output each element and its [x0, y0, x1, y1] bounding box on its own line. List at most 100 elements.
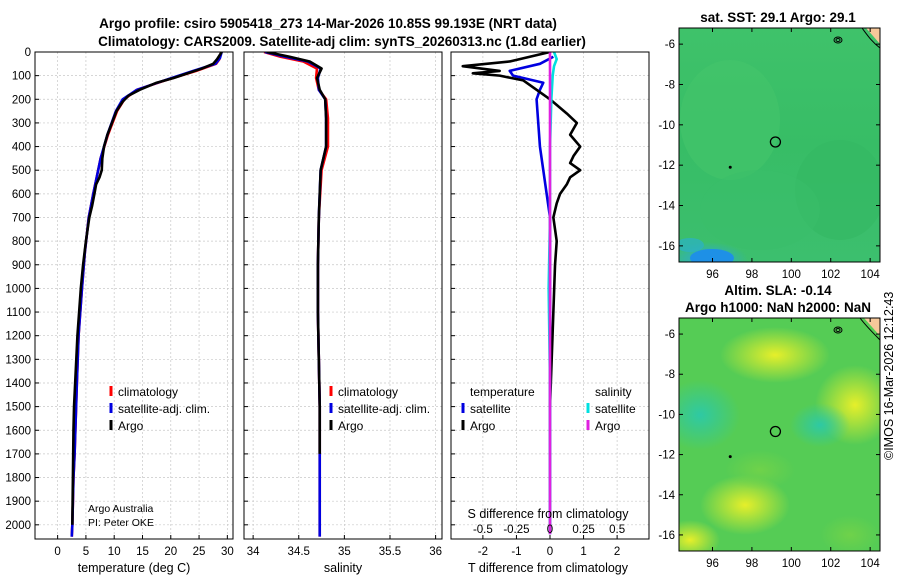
x-tick-label-30: 30: [221, 546, 234, 558]
x-tick-label-15: 15: [136, 546, 149, 558]
salinity-panel: 34 34.5 35 35.5 36 salinity climatology sate…: [243, 51, 443, 575]
s-tick-label-0: 0: [547, 524, 553, 536]
series-argo: [266, 52, 328, 454]
legend-salinity-title: salinity: [595, 385, 632, 399]
x-tick-label-35-5: 35.5: [379, 546, 401, 558]
map-y-tick-label-6: -6: [665, 39, 675, 51]
sst-map-title: sat. SST: 29.1 Argo: 29.1: [700, 10, 856, 25]
s-tick-label-0-5: -0.5: [473, 524, 493, 536]
sla-map-field: [679, 318, 880, 551]
sla-map-panel: Altim. SLA: -0.14 Argo h1000: NaN h2000:…: [658, 283, 881, 570]
depth-tick-label-1500: 1500: [5, 402, 31, 414]
legend-temperature-title: temperature: [470, 385, 535, 399]
map-x-tick-label-96: 96: [706, 558, 719, 570]
title-line-2: Climatology: CARS2009. Satellite-adj cli…: [98, 34, 586, 49]
map-y-tick-label-6: -6: [665, 329, 675, 341]
map-y-tick-label-12: -12: [658, 450, 675, 462]
map-x-tick-label-100: 100: [782, 558, 801, 570]
s-tick-label-0-25: 0.25: [572, 524, 594, 536]
x-tick-label-1: -1: [511, 546, 521, 558]
legend-s-argo-label: Argo: [595, 419, 621, 433]
x-tick-label-2: 2: [614, 546, 620, 558]
difference-panel: -2 -1 0 1 2 -0.5 -0.25 0 0.25 0.5 S difference f…: [450, 51, 650, 575]
series-satellite-temperature: [508, 55, 554, 525]
depth-tick-label-1100: 1100: [6, 307, 31, 319]
sst-map-panel: sat. SST: 29.1 Argo: 29.1 96 98 100 102 104 -…: [658, 10, 881, 281]
series-argo: [71, 52, 223, 525]
x-tick-label-20: 20: [164, 546, 177, 558]
depth-tick-label-1700: 1700: [5, 449, 31, 461]
station-marker: [728, 455, 732, 459]
legend-climatology-label: climatology: [118, 385, 178, 399]
x-tick-label-5: 5: [83, 546, 89, 558]
legend-t-satellite-label: satellite: [470, 402, 511, 416]
map-y-tick-label-12: -12: [658, 160, 675, 172]
map-y-tick-label-16: -16: [658, 241, 675, 253]
depth-tick-label-1800: 1800: [5, 473, 31, 485]
title-line-1: Argo profile: csiro 5905418_273 14-Mar-2…: [99, 16, 557, 31]
map-x-tick-label-98: 98: [746, 269, 759, 281]
depth-tick-label-1000: 1000: [5, 283, 31, 295]
map-x-tick-label-102: 102: [821, 558, 840, 570]
x-tick-label-0: 0: [54, 546, 60, 558]
credit-org: Argo Australia: [88, 503, 154, 515]
s-difference-xlabel: S difference from climatology: [468, 507, 630, 521]
salinity-xlabel: salinity: [324, 561, 363, 575]
x-tick-label-10: 10: [108, 546, 121, 558]
depth-tick-label-200: 200: [12, 94, 31, 106]
series-argo-temperature: [461, 52, 582, 407]
map-y-tick-label-14: -14: [658, 201, 675, 213]
depth-tick-label-1600: 1600: [5, 425, 31, 437]
depth-tick-label-900: 900: [12, 260, 31, 272]
temperature-xlabel: temperature (deg C): [78, 561, 191, 575]
argo-position-marker: [769, 425, 782, 438]
x-tick-label-34: 34: [247, 546, 260, 558]
x-tick-label-0: 0: [547, 546, 553, 558]
map-y-tick-label-10: -10: [658, 409, 675, 421]
station-marker: [728, 165, 732, 169]
sla-map-title-1: Altim. SLA: -0.14: [724, 283, 832, 298]
x-tick-label-35: 35: [338, 546, 351, 558]
map-y-tick-label-14: -14: [658, 490, 675, 502]
timestamp: ©IMOS 16-Mar-2026 12:12:43: [882, 292, 896, 460]
legend-argo-label: Argo: [118, 419, 144, 433]
legend-climatology-label: climatology: [338, 385, 398, 399]
x-tick-label-34-5: 34.5: [288, 546, 310, 558]
map-y-tick-label-10: -10: [658, 120, 675, 132]
depth-tick-label-1900: 1900: [5, 496, 31, 508]
sla-map-title-2: Argo h1000: NaN h2000: NaN: [685, 300, 871, 315]
temperature-panel: 0100200300400500600700800900100011001200…: [5, 47, 233, 575]
depth-tick-label-1200: 1200: [5, 331, 31, 343]
argo-position-marker: [769, 136, 782, 148]
depth-tick-label-800: 800: [12, 236, 31, 248]
x-tick-label-36: 36: [429, 546, 442, 558]
depth-tick-label-0: 0: [25, 47, 31, 59]
depth-tick-label-2000: 2000: [5, 520, 31, 532]
map-x-tick-label-96: 96: [706, 269, 719, 281]
s-tick-label-0-5: 0.5: [609, 524, 625, 536]
depth-tick-label-1400: 1400: [5, 378, 31, 390]
t-difference-xlabel: T difference from climatology: [468, 561, 629, 575]
map-y-tick-label-8: -8: [665, 79, 675, 91]
map-y-tick-label-8: -8: [665, 369, 675, 381]
depth-tick-label-100: 100: [12, 71, 31, 83]
depth-tick-label-1300: 1300: [5, 354, 31, 366]
x-tick-label-2: -2: [478, 546, 488, 558]
salinity-legend: climatology satellite-adj. clim. Argo: [329, 385, 430, 433]
sst-map-field: [679, 28, 880, 262]
map-y-tick-label-16: -16: [658, 530, 675, 542]
depth-tick-label-700: 700: [12, 212, 31, 224]
difference-legend: temperature satellite Argo salinity sate…: [461, 385, 636, 433]
legend-s-satellite-label: satellite: [595, 402, 636, 416]
legend-satellite-label: satellite-adj. clim.: [118, 402, 210, 416]
depth-tick-label-300: 300: [12, 118, 31, 130]
map-x-tick-label-100: 100: [782, 269, 801, 281]
credit-pi: PI: Peter OKE: [88, 517, 154, 529]
legend-satellite-label: satellite-adj. clim.: [338, 402, 430, 416]
s-tick-label-0-25: -0.25: [503, 524, 529, 536]
depth-tick-label-600: 600: [12, 189, 31, 201]
depth-tick-label-400: 400: [12, 142, 31, 154]
salinity-axes-frame: [243, 51, 443, 540]
temperature-axes-frame: [34, 51, 234, 540]
